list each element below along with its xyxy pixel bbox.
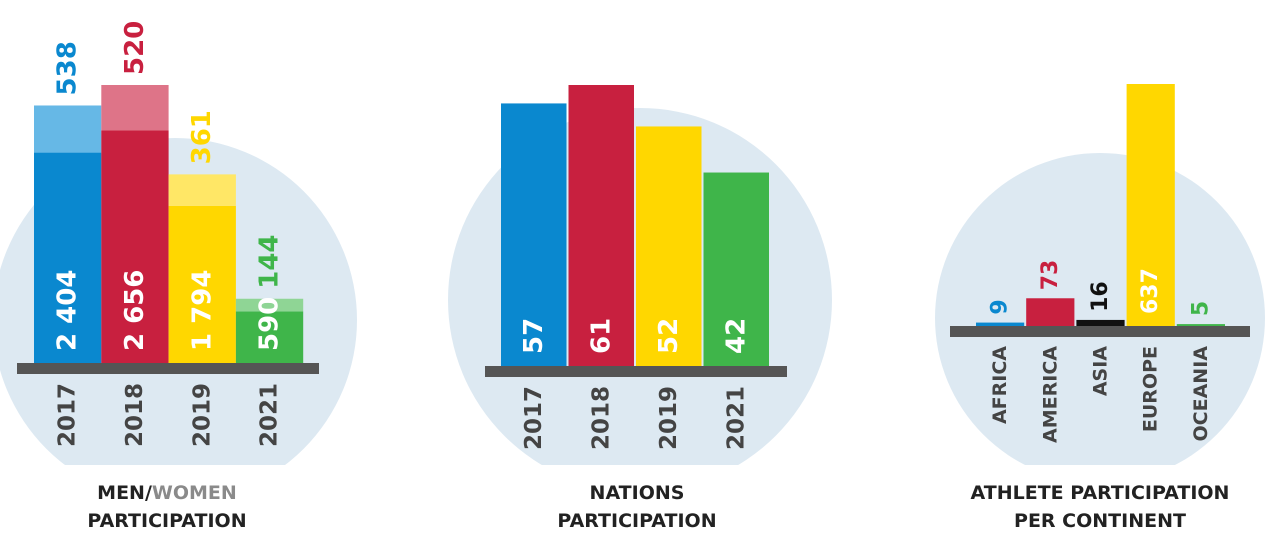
value-label: 61 — [586, 318, 616, 354]
bar-segment — [101, 130, 169, 363]
category-label: OCEANIA — [1190, 346, 1212, 442]
bar — [501, 103, 567, 366]
axis-base — [17, 363, 319, 374]
bar-segment — [168, 174, 236, 206]
category-label: ASIA — [1090, 346, 1112, 396]
title-part: NATIONS — [590, 482, 685, 504]
category-label: 2017 — [521, 386, 547, 450]
value-label: 637 — [1138, 268, 1163, 314]
value-label: 57 — [519, 318, 549, 354]
bar-segment — [34, 105, 102, 153]
bar — [703, 172, 769, 366]
chart-title: MEN/WOMEN — [97, 482, 237, 504]
value-label: 538 — [53, 41, 83, 95]
backdrop-circle — [935, 153, 1265, 465]
category-label: 2017 — [55, 383, 81, 447]
category-label: 2019 — [189, 383, 215, 447]
value-label: 144 — [255, 234, 285, 288]
category-label: EUROPE — [1140, 346, 1162, 432]
bar — [568, 85, 634, 366]
title-part: PARTICIPATION — [557, 510, 716, 532]
chart-title: ATHLETE PARTICIPATION — [971, 482, 1230, 504]
bar — [636, 126, 702, 366]
value-label: 1 794 — [187, 270, 217, 351]
category-label: 2021 — [723, 386, 749, 450]
bar-segment — [235, 298, 304, 312]
value-label: 5 — [1188, 301, 1213, 316]
bar — [1026, 298, 1075, 326]
value-label: 2 404 — [53, 270, 83, 351]
bar — [1176, 324, 1225, 326]
value-label: 73 — [1038, 260, 1063, 291]
value-label: 361 — [187, 110, 217, 164]
title-part: WOMEN — [152, 482, 237, 504]
chart-title: PARTICIPATION — [87, 510, 246, 532]
bar-segment — [34, 152, 102, 363]
category-label: 2019 — [656, 386, 682, 450]
category-label: 2021 — [257, 383, 283, 447]
value-label: 520 — [120, 21, 150, 75]
chart-title: NATIONS — [590, 482, 685, 504]
bar-segment — [101, 85, 169, 131]
chart-title: PARTICIPATION — [557, 510, 716, 532]
chart-title: PER CONTINENT — [1014, 510, 1186, 532]
title-part: PER CONTINENT — [1014, 510, 1186, 532]
axis-base — [485, 366, 787, 377]
bar — [976, 322, 1025, 326]
value-label: 9 — [988, 299, 1013, 314]
axis-base — [950, 326, 1250, 337]
title-part: ATHLETE PARTICIPATION — [971, 482, 1230, 504]
value-label: 2 656 — [120, 270, 150, 351]
value-label: 590 — [255, 297, 285, 351]
category-label: 2018 — [122, 383, 148, 447]
bar — [1076, 319, 1125, 326]
category-label: AMERICA — [1039, 346, 1061, 443]
value-label: 52 — [654, 318, 684, 354]
title-part: PARTICIPATION — [87, 510, 246, 532]
category-label: 2018 — [588, 386, 614, 450]
value-label: 16 — [1088, 281, 1113, 312]
bar — [1126, 84, 1175, 326]
bar-segment — [168, 205, 236, 363]
value-label: 42 — [721, 318, 751, 354]
title-part: MEN/ — [97, 482, 152, 504]
bar-segment — [235, 311, 304, 363]
category-label: AFRICA — [989, 346, 1011, 424]
